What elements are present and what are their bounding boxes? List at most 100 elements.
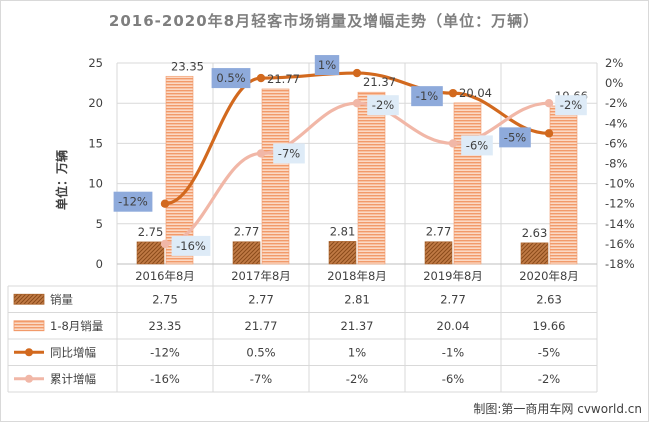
table-cell: -6% <box>442 372 464 386</box>
cumulative-label-box <box>273 143 305 164</box>
bar-ytd-label: 21.37 <box>363 75 396 89</box>
cumulative-marker <box>448 139 458 148</box>
table-cell: 21.77 <box>245 319 278 333</box>
bar-monthly-label: 2.75 <box>138 225 164 239</box>
cumulative-label: -16% <box>176 239 206 253</box>
axes: 0 5 10 15 20 25 2% 0% -2% -4% -6% -8% -10% -12% -14% -1… <box>88 56 634 271</box>
table-cell: 21.37 <box>341 319 374 333</box>
bar-monthly-label: 2.77 <box>426 225 452 239</box>
y2-tick-label: -2% <box>605 96 627 110</box>
y2-tick-label: 0% <box>605 76 623 90</box>
bar-ytd <box>453 102 482 265</box>
y2-tick-label: -14% <box>605 217 635 231</box>
bar-monthly-label: 2.77 <box>234 225 260 239</box>
y-tick-label: 10 <box>88 177 103 191</box>
y2-tick-label: -12% <box>605 197 635 211</box>
table-cell: -2% <box>538 372 560 386</box>
x-category-label: 2016年8月 <box>135 269 195 283</box>
y-tick-label: 0 <box>96 257 103 271</box>
bar-monthly-label: 2.81 <box>330 224 356 238</box>
yoy-marker <box>256 73 266 83</box>
x-category-label: 2018年8月 <box>327 269 387 283</box>
cumulative-line <box>163 101 551 246</box>
bar-monthly <box>136 241 165 265</box>
yoy-label-box <box>499 127 531 148</box>
cumulative-marker <box>256 149 266 158</box>
bar-monthly <box>328 241 357 265</box>
y-tick-label: 20 <box>88 96 103 110</box>
legend-series-name: 1-8月销量 <box>50 319 103 333</box>
yoy-label: -1% <box>416 89 438 103</box>
y-tick-label: 25 <box>88 56 103 70</box>
y2-tick-label: -4% <box>605 116 627 130</box>
table-cell: -12% <box>150 345 180 359</box>
table-cell: -7% <box>250 372 272 386</box>
cumulative-marker <box>544 99 554 108</box>
legend-key-marker <box>25 348 33 357</box>
y2-tick-label: -6% <box>605 136 627 150</box>
table-cell: -2% <box>346 372 368 386</box>
cumulative-label: -7% <box>278 146 300 160</box>
table-cell: 20.04 <box>437 319 470 333</box>
cumulative-label-box <box>367 95 399 116</box>
cumulative-marker <box>352 99 362 108</box>
table-cell: 2.63 <box>536 292 562 306</box>
legend-series-name: 销量 <box>50 292 73 306</box>
bars <box>136 75 578 265</box>
yoy-label-box <box>314 55 340 76</box>
table-cell: 1% <box>348 345 366 359</box>
yoy-label-box <box>113 191 153 212</box>
y-tick-label: 5 <box>96 217 103 231</box>
table-cell: 2.75 <box>152 292 178 306</box>
bar-ytd <box>261 88 290 265</box>
bar-monthly <box>520 242 549 265</box>
legend-key-ytd <box>13 320 45 332</box>
bar-ytd-label: 23.35 <box>171 59 204 73</box>
lines <box>160 68 554 249</box>
y-axis-label: 单位：万辆 <box>54 150 69 210</box>
cumulative-label: -2% <box>560 98 582 112</box>
yoy-label: 1% <box>318 58 336 72</box>
bar-ytd-label: 21.77 <box>267 72 300 86</box>
y2-tick-label: 2% <box>605 56 623 70</box>
legend-key-marker <box>25 374 33 383</box>
legend-series-name: 同比增幅 <box>50 345 96 359</box>
bar-ytd-label: 20.04 <box>459 86 492 100</box>
cumulative-label: -6% <box>466 138 488 152</box>
bar-monthly-label: 2.63 <box>522 226 548 240</box>
yoy-marker <box>352 68 362 78</box>
cumulative-label: -2% <box>372 98 394 112</box>
yoy-label-box <box>411 86 443 107</box>
table-cell: 19.66 <box>533 319 566 333</box>
x-category-label: 2020年8月 <box>519 269 579 283</box>
table-cell: 2.77 <box>248 292 274 306</box>
yoy-marker <box>544 129 554 138</box>
bar-ytd <box>549 105 578 265</box>
table-cell: 2.81 <box>344 292 370 306</box>
cumulative-label-box <box>461 135 493 156</box>
cumulative-marker <box>160 239 170 249</box>
y2-tick-label: -18% <box>605 257 635 271</box>
yoy-label: 0.5% <box>216 71 245 85</box>
yoy-marker <box>448 88 458 98</box>
table-cell: -16% <box>150 372 180 386</box>
bar-monthly <box>232 241 261 265</box>
table-cell: -5% <box>538 345 560 359</box>
y2-tick-label: -8% <box>605 157 627 171</box>
table-cell: 2.77 <box>440 292 466 306</box>
x-category-label: 2017年8月 <box>231 269 291 283</box>
y2-tick-label: -16% <box>605 237 635 251</box>
y-tick-label: 15 <box>88 136 103 150</box>
yoy-label: -12% <box>118 195 148 209</box>
table-cell: 0.5% <box>246 345 275 359</box>
yoy-label: -5% <box>504 130 526 144</box>
yoy-label-box <box>211 68 251 89</box>
legend-key-monthly <box>13 293 45 305</box>
data-labels: 2.75 23.35 2.77 21.77 2.81 21.37 2.77 20.04 2.63… <box>113 55 588 256</box>
legend-series-name: 累计增幅 <box>50 372 96 386</box>
y2-tick-label: -10% <box>605 177 635 191</box>
bar-ytd <box>165 75 194 265</box>
source-credit: 制图:第一商用车网 cvworld.cn <box>473 401 642 416</box>
